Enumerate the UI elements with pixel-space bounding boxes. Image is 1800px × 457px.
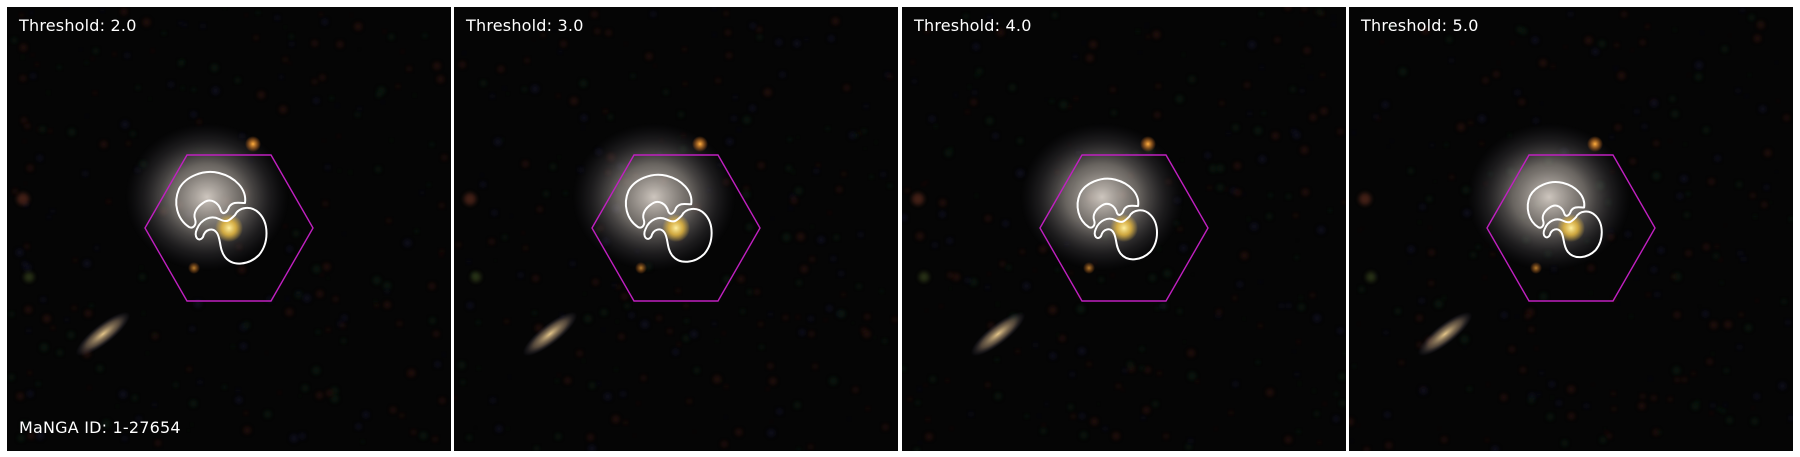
contour-lower xyxy=(1093,209,1158,261)
foreground-star xyxy=(245,136,261,152)
contour-group xyxy=(624,173,713,263)
image-panel-threshold-3: Threshold: 3.0 xyxy=(454,7,898,451)
edge-on-galaxy xyxy=(75,311,131,357)
edge-on-galaxy xyxy=(970,311,1026,357)
threshold-label: Threshold: 2.0 xyxy=(19,16,137,35)
contour-lower xyxy=(643,207,713,263)
contour-group xyxy=(1076,177,1158,261)
contour-upper xyxy=(1526,181,1586,229)
galaxy-halo xyxy=(1020,123,1184,271)
ifu-hexagon xyxy=(591,154,761,302)
threshold-label: Threshold: 3.0 xyxy=(466,16,584,35)
contour-group xyxy=(175,171,268,265)
image-panel-threshold-5: Threshold: 5.0 xyxy=(1349,7,1793,451)
threshold-label: Threshold: 4.0 xyxy=(914,16,1032,35)
foreground-star xyxy=(1587,136,1603,152)
galaxy-halo xyxy=(1467,123,1631,271)
edge-on-galaxy xyxy=(522,311,578,357)
galaxy-image xyxy=(902,7,1346,451)
ifu-hexagon xyxy=(144,154,314,302)
galaxy-image xyxy=(8,7,448,446)
galaxy-image xyxy=(1349,8,1793,451)
image-panel-threshold-4: Threshold: 4.0 xyxy=(902,7,1346,451)
galaxy-image xyxy=(454,7,898,451)
ifu-hexagon xyxy=(1486,154,1656,302)
foreground-star xyxy=(1140,136,1156,152)
foreground-star xyxy=(692,136,708,152)
contour-upper xyxy=(175,171,247,229)
threshold-label: Threshold: 5.0 xyxy=(1361,16,1479,35)
galaxy-halo xyxy=(125,123,289,271)
background-noise xyxy=(902,7,1346,451)
galaxy-halo xyxy=(572,123,736,271)
galaxy-core xyxy=(1557,214,1585,242)
contour-lower xyxy=(194,207,268,265)
image-panel-threshold-2: Threshold: 2.0 MaNGA ID: 1-27654 xyxy=(7,7,451,451)
manga-id-label: MaNGA ID: 1-27654 xyxy=(19,418,181,437)
contour-lower xyxy=(1542,210,1603,259)
contour-upper xyxy=(624,173,693,229)
contour-upper xyxy=(1076,177,1140,229)
ifu-hexagon xyxy=(1039,154,1209,302)
edge-on-galaxy xyxy=(1417,311,1473,357)
contour-group xyxy=(1526,181,1603,259)
galaxy-core xyxy=(1110,214,1138,242)
